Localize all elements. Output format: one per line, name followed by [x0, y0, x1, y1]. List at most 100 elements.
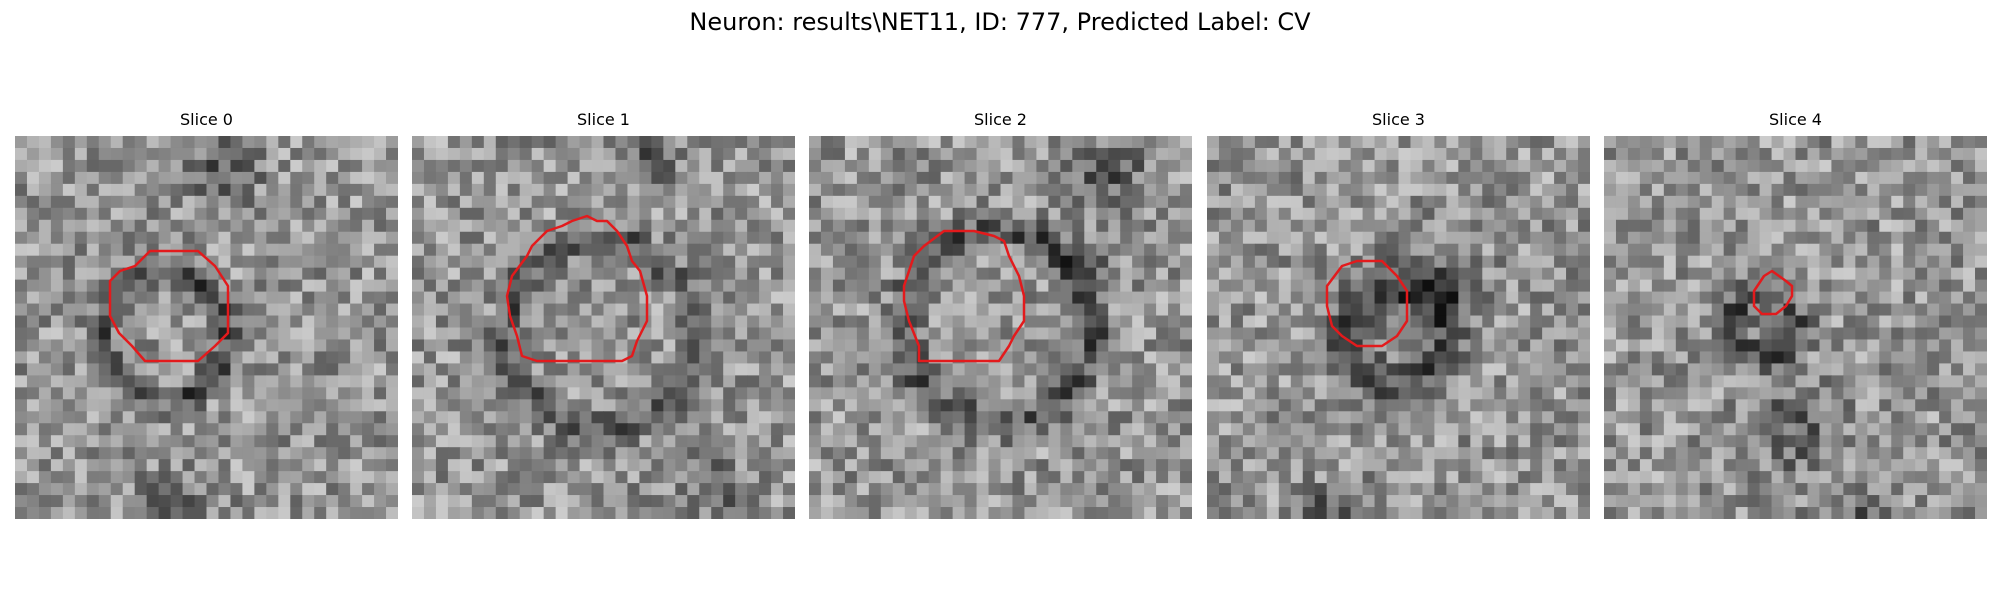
pixel-cell	[1615, 183, 1629, 197]
pixel-cell	[519, 207, 533, 221]
pixel-cell	[1156, 136, 1169, 149]
pixel-cell	[1783, 219, 1796, 233]
pixel-cell	[1326, 231, 1340, 245]
pixel-cell	[471, 387, 485, 400]
pixel-cell	[735, 399, 748, 412]
pixel-cell	[543, 207, 557, 221]
pixel-cell	[1951, 315, 1964, 328]
pixel-cell	[868, 351, 882, 364]
pixel-cell	[1687, 351, 1701, 364]
pixel-cell	[206, 495, 219, 508]
pixel-cell	[1120, 147, 1133, 161]
pixel-cell	[771, 315, 784, 328]
pixel-cell	[675, 327, 688, 340]
pixel-cell	[1266, 507, 1280, 519]
pixel-cell	[15, 327, 28, 340]
pixel-cell	[1338, 315, 1352, 328]
pixel-cell	[1566, 327, 1579, 340]
pixel-cell	[916, 375, 930, 388]
pixel-cell	[290, 327, 303, 340]
pixel-cell	[916, 136, 930, 149]
pixel-cell	[1254, 339, 1268, 352]
pixel-cell	[62, 399, 76, 412]
pixel-cell	[1903, 147, 1916, 161]
pixel-cell	[182, 195, 196, 209]
pixel-cell	[1108, 471, 1121, 484]
pixel-cell	[1903, 219, 1916, 233]
pixel-cell	[555, 483, 569, 496]
pixel-cell	[747, 471, 760, 484]
pixel-cell	[759, 231, 772, 245]
pixel-cell	[1506, 315, 1519, 328]
pixel-cell	[326, 231, 339, 245]
pixel-cell	[1879, 291, 1892, 305]
pixel-cell	[374, 375, 387, 388]
pixel-cell	[735, 495, 748, 508]
pixel-cell	[278, 507, 291, 519]
pixel-cell	[194, 459, 207, 472]
pixel-cell	[1458, 207, 1471, 221]
pixel-cell	[1048, 219, 1061, 233]
pixel-cell	[1482, 231, 1495, 245]
pixel-cell	[170, 363, 184, 376]
pixel-cell	[1843, 327, 1856, 340]
pixel-cell	[1975, 291, 1987, 305]
pixel-cell	[1144, 315, 1157, 328]
pixel-cell	[1819, 303, 1832, 317]
pixel-cell	[1374, 375, 1388, 388]
pixel-cell	[1168, 255, 1181, 269]
pixel-cell	[1903, 231, 1916, 245]
pixel-cell	[543, 387, 557, 400]
pixel-cell	[1207, 435, 1220, 448]
pixel-cell	[832, 339, 846, 352]
pixel-cell	[1048, 327, 1061, 340]
pixel-cell	[1747, 183, 1761, 197]
pixel-cell	[1084, 267, 1097, 281]
pixel-cell	[290, 279, 303, 293]
pixel-cell	[1831, 267, 1844, 281]
pixel-cell	[1651, 339, 1665, 352]
pixel-cell	[651, 219, 664, 233]
pixel-cell	[988, 255, 1001, 269]
pixel-cell	[1939, 363, 1952, 376]
pixel-cell	[1350, 136, 1364, 149]
pixel-cell	[1604, 459, 1617, 472]
pixel-cell	[771, 471, 784, 484]
pixel-cell	[1951, 447, 1964, 460]
pixel-cell	[759, 136, 772, 149]
pixel-cell	[50, 507, 64, 519]
pixel-cell	[1302, 435, 1316, 448]
pixel-cell	[868, 483, 882, 496]
pixel-cell	[1108, 267, 1121, 281]
pixel-cell	[1302, 351, 1316, 364]
pixel-cell	[98, 351, 112, 364]
pixel-cell	[1048, 291, 1061, 305]
pixel-cell	[820, 315, 834, 328]
pixel-cell	[1699, 255, 1713, 269]
pixel-cell	[1855, 303, 1868, 317]
pixel-cell	[916, 291, 930, 305]
pixel-cell	[1302, 291, 1316, 305]
pixel-cell	[1506, 435, 1519, 448]
pixel-cell	[1036, 171, 1049, 185]
pixel-cell	[1350, 399, 1364, 412]
pixel-cell	[1867, 327, 1880, 340]
pixel-cell	[110, 207, 124, 221]
pixel-cell	[338, 339, 351, 352]
pixel-cell	[1639, 411, 1653, 424]
pixel-cell	[122, 219, 136, 233]
pixel-cell	[1168, 279, 1181, 293]
pixel-cell	[759, 435, 772, 448]
pixel-cell	[1290, 207, 1304, 221]
pixel-cell	[976, 279, 990, 293]
pixel-cell	[892, 195, 906, 209]
pixel-cell	[278, 267, 291, 281]
pixel-cell	[1699, 147, 1713, 161]
pixel-cell	[603, 507, 616, 519]
pixel-cell	[1627, 315, 1641, 328]
pixel-cell	[952, 327, 966, 340]
pixel-cell	[86, 447, 100, 460]
pixel-cell	[1036, 339, 1049, 352]
pixel-cell	[266, 495, 279, 508]
pixel-cell	[579, 159, 593, 173]
